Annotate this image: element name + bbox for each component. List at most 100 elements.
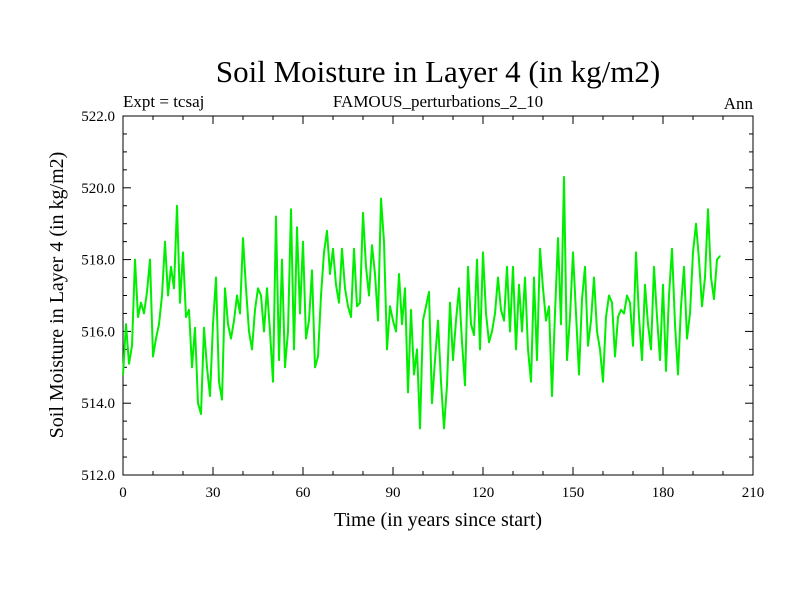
data-point xyxy=(137,316,139,318)
y-axis: 512.0 514.0 516.0 518.0 520.0 522.0 xyxy=(81,109,753,484)
data-point xyxy=(155,337,157,340)
data-point xyxy=(302,240,304,243)
data-point xyxy=(215,276,217,279)
data-point xyxy=(209,395,211,397)
x-axis: 0 30 60 90 120 150 180 210 xyxy=(119,116,764,501)
data-point xyxy=(257,287,259,290)
data-point xyxy=(545,319,547,322)
data-point xyxy=(581,298,583,300)
data-point xyxy=(539,248,541,250)
x-tick-label: 180 xyxy=(652,485,675,501)
data-point xyxy=(707,208,709,211)
data-point xyxy=(464,384,466,387)
data-point xyxy=(461,341,463,344)
data-point xyxy=(668,294,670,297)
data-point xyxy=(230,337,232,340)
data-point xyxy=(383,240,385,243)
data-point xyxy=(650,348,652,351)
data-point xyxy=(533,276,535,279)
data-point xyxy=(440,380,442,383)
data-point xyxy=(374,273,376,275)
data-point xyxy=(413,373,415,376)
data-point xyxy=(419,427,421,430)
data-point xyxy=(389,305,391,308)
data-point xyxy=(395,330,397,333)
data-point xyxy=(620,309,622,311)
data-point xyxy=(446,384,448,387)
data-point xyxy=(593,276,595,279)
data-point xyxy=(311,269,313,272)
y-tick-label: 520.0 xyxy=(81,181,115,197)
data-point xyxy=(377,319,379,322)
y-axis-label: Soil Moisture in Layer 4 (in kg/m2) xyxy=(46,152,68,439)
data-point xyxy=(332,248,334,250)
data-point xyxy=(242,237,244,239)
data-point xyxy=(428,291,430,293)
data-point xyxy=(704,276,706,279)
data-point xyxy=(695,222,697,225)
data-point xyxy=(224,287,226,290)
data-point xyxy=(530,380,532,383)
data-point xyxy=(122,373,124,376)
data-point xyxy=(515,348,517,351)
data-point xyxy=(338,301,340,304)
data-point xyxy=(500,309,502,311)
data-point xyxy=(323,251,325,254)
data-point xyxy=(368,294,370,297)
data-point xyxy=(662,283,664,286)
data-point xyxy=(485,312,487,315)
data-point xyxy=(404,287,406,290)
data-point xyxy=(287,330,289,333)
data-point xyxy=(578,373,580,376)
data-point xyxy=(656,316,658,318)
data-point xyxy=(569,316,571,318)
data-point xyxy=(554,312,556,315)
data-point xyxy=(254,309,256,311)
data-point xyxy=(335,283,337,286)
data-point xyxy=(281,258,283,261)
data-point xyxy=(308,319,310,322)
data-point xyxy=(239,312,241,315)
data-point xyxy=(434,359,436,361)
data-point xyxy=(596,330,598,333)
data-point xyxy=(665,370,667,372)
data-point xyxy=(551,395,553,397)
data-point xyxy=(452,359,454,361)
data-point xyxy=(635,251,637,254)
data-point xyxy=(179,301,181,304)
data-point xyxy=(194,327,196,329)
data-point xyxy=(641,359,643,361)
data-point xyxy=(347,305,349,308)
data-point xyxy=(227,323,229,326)
data-point xyxy=(245,287,247,290)
data-point xyxy=(248,330,250,333)
data-point xyxy=(125,323,127,326)
data-point xyxy=(149,258,151,261)
data-point xyxy=(548,305,550,308)
data-point xyxy=(299,312,301,315)
data-point xyxy=(293,348,295,351)
data-point xyxy=(200,413,202,415)
data-point xyxy=(236,294,238,297)
data-point xyxy=(161,294,163,297)
data-point xyxy=(527,348,529,351)
data-point xyxy=(392,319,394,322)
data-point xyxy=(206,366,208,369)
data-point xyxy=(272,380,274,383)
data-point xyxy=(638,316,640,318)
data-point xyxy=(182,251,184,254)
data-point xyxy=(659,359,661,361)
data-point xyxy=(455,319,457,322)
data-point xyxy=(608,294,610,297)
data-point xyxy=(296,226,298,229)
data-point xyxy=(557,237,559,239)
data-point xyxy=(218,380,220,383)
data-point xyxy=(476,258,478,261)
data-point xyxy=(473,334,475,336)
data-point xyxy=(212,323,214,326)
data-point xyxy=(680,305,682,308)
data-point xyxy=(197,402,199,405)
data-point xyxy=(188,309,190,311)
data-point xyxy=(611,301,613,304)
data-point xyxy=(437,319,439,322)
